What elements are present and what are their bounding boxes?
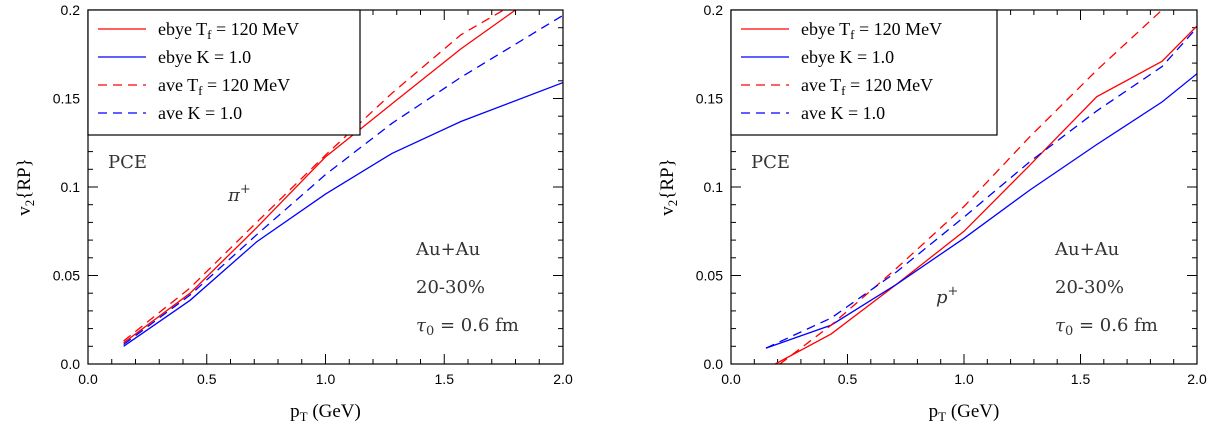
legend-box: [87, 9, 361, 136]
y-axis-title: v2{RP}: [14, 158, 37, 215]
legend-label-4: ave K = 1.0: [158, 103, 242, 123]
y-tick-label: 0.05: [53, 268, 80, 284]
legend-label-main: ave T: [158, 75, 198, 95]
legend-label-2: ebye K = 1.0: [158, 47, 251, 67]
y-axis-title-rest: {RP}: [657, 158, 678, 199]
tau-subscript: 0: [1065, 324, 1073, 339]
legend-label-main: ebye T: [158, 19, 207, 39]
series-group: [123, 10, 563, 347]
y-axis-title-rest: {RP}: [14, 158, 35, 199]
x-axis-title-main: p: [290, 401, 300, 422]
x-tick-label: 0.5: [197, 371, 217, 387]
series-line-4: [123, 14, 563, 346]
legend-label-main: ebye T: [801, 19, 850, 39]
tau-value: = 0.6 fm: [434, 315, 519, 336]
tau-symbol: τ: [416, 315, 427, 336]
tau-symbol: τ: [1055, 315, 1066, 336]
x-tick-label: 2.0: [553, 371, 573, 387]
particle-symbol: π: [227, 185, 241, 206]
x-axis-title-unit: (GeV): [946, 401, 999, 422]
legend-label-main: ave T: [801, 75, 841, 95]
legend-label-2: ebye K = 1.0: [801, 47, 894, 67]
legend-label-sub: f: [198, 83, 203, 98]
y-tick-label: 0.1: [704, 179, 724, 195]
y-axis-title-sub: 2: [665, 200, 680, 207]
series-group: [765, 10, 1197, 364]
particle-label: p+: [936, 284, 958, 308]
series-line-2: [123, 81, 563, 347]
x-tick-label: 1.5: [1071, 371, 1091, 387]
centrality-label: 20-30%: [1055, 277, 1124, 298]
legend-box: [730, 9, 998, 136]
x-axis-title-main: p: [929, 401, 939, 422]
x-tick-label: 0.0: [78, 371, 98, 387]
particle-charge: +: [948, 284, 959, 299]
x-axis-title-sub: T: [938, 409, 946, 424]
x-tick-label: 2.0: [1187, 371, 1207, 387]
legend-label-3: ave Tf = 120 MeV: [158, 75, 290, 98]
chart-panel-2: 0.0 0.5 1.0 1.5 2.0 0.0 0.05 0.1 0.15 0.2 ebye Tf …: [657, 2, 1207, 424]
y-tick-label: 0.2: [61, 2, 81, 18]
system-label: Au+Au: [415, 239, 480, 260]
x-axis-title: pT (GeV): [929, 401, 1000, 424]
y-tick-label: 0.15: [53, 91, 80, 107]
x-tick-label: 0.5: [838, 371, 858, 387]
series-line-1: [123, 10, 516, 344]
x-tick-label: 1.0: [954, 371, 974, 387]
particle-symbol: p: [936, 287, 948, 308]
legend-label-sub: f: [850, 27, 855, 42]
y-tick-label: 0.2: [704, 2, 724, 18]
y-tick-label: 0.1: [61, 179, 81, 195]
y-tick-label: 0.0: [704, 356, 724, 372]
y-tick-label: 0.05: [696, 268, 723, 284]
series-line-3: [779, 10, 1163, 364]
particle-charge: +: [240, 182, 251, 197]
legend-label-1: ebye Tf = 120 MeV: [801, 19, 942, 42]
x-tick-label: 0.0: [721, 371, 741, 387]
particle-label: π+: [227, 182, 251, 206]
legend-label-main: ave K = 1.0: [158, 103, 242, 123]
legend-label-tail: = 120 MeV: [203, 75, 291, 95]
y-tick-label: 0.15: [696, 91, 723, 107]
legend-label-tail: = 120 MeV: [212, 19, 300, 39]
y-axis-title-main: v: [657, 206, 678, 216]
legend-label-sub: f: [207, 27, 212, 42]
x-tick-label: 1.5: [435, 371, 455, 387]
legend-label-main: ebye K = 1.0: [158, 47, 251, 67]
legend-label-main: ebye K = 1.0: [801, 47, 894, 67]
y-axis-title-sub: 2: [22, 200, 37, 207]
x-axis-title: pT (GeV): [290, 401, 361, 424]
legend-label-4: ave K = 1.0: [801, 103, 885, 123]
tau-label: τ0 = 0.6 fm: [416, 315, 519, 339]
series-line-2: [765, 73, 1197, 349]
tau-label: τ0 = 0.6 fm: [1055, 315, 1158, 339]
y-tick-label: 0.0: [61, 356, 81, 372]
legend-label-3: ave Tf = 120 MeV: [801, 75, 933, 98]
tau-value: = 0.6 fm: [1073, 315, 1158, 336]
legend-label-1: ebye Tf = 120 MeV: [158, 19, 299, 42]
legend-label-main: ave K = 1.0: [801, 103, 885, 123]
y-axis-title-main: v: [14, 206, 35, 216]
pce-label: PCE: [751, 152, 790, 173]
centrality-label: 20-30%: [416, 277, 485, 298]
legend-label-tail: = 120 MeV: [846, 75, 934, 95]
x-axis-title-unit: (GeV): [308, 401, 361, 422]
series-line-3: [123, 10, 504, 342]
pce-label: PCE: [108, 152, 147, 173]
series-line-1: [774, 25, 1197, 364]
chart-panel-1: 0.0 0.5 1.0 1.5 2.0 0.0 0.05 0.1 0.15 0.2 ebye Tf …: [14, 2, 573, 424]
x-axis-title-sub: T: [300, 409, 308, 424]
legend-label-tail: = 120 MeV: [855, 19, 943, 39]
x-tick-label: 1.0: [316, 371, 336, 387]
y-axis-title: v2{RP}: [657, 158, 680, 215]
legend-label-sub: f: [841, 83, 846, 98]
tau-subscript: 0: [426, 324, 434, 339]
system-label: Au+Au: [1054, 239, 1119, 260]
